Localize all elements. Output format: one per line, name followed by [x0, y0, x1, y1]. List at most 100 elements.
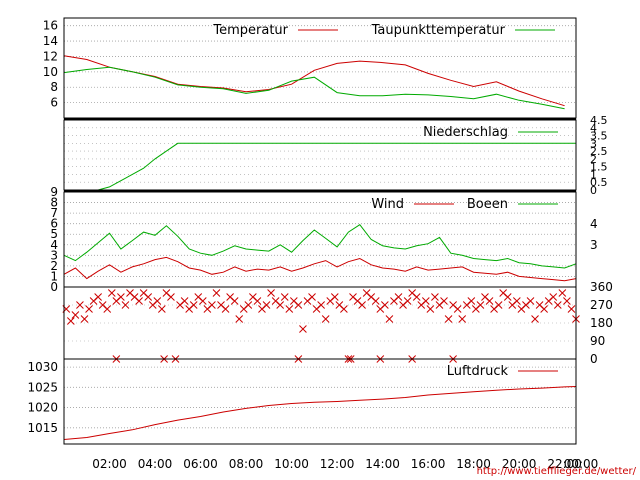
wind-direction-point	[421, 297, 430, 305]
wind-direction-point	[76, 301, 84, 309]
y-tick-label: 8	[50, 196, 58, 210]
wind-direction-point	[107, 289, 116, 297]
x-tick-label: 10:00	[274, 457, 309, 471]
y-tick-label: 1030	[27, 360, 58, 374]
y-tick-label: 0	[50, 280, 58, 294]
wind-direction-point	[340, 305, 348, 313]
wind-direction-point	[563, 297, 571, 305]
y-tick-label: 6	[50, 96, 58, 110]
wind-direction-point	[180, 297, 189, 305]
x-tick-label: 04:00	[138, 457, 173, 471]
wind-direction-point	[208, 301, 216, 309]
wind-direction-point	[494, 301, 503, 309]
wind-direction-point	[230, 297, 239, 305]
wind-direction-point	[549, 293, 558, 301]
panel-frames	[63, 17, 577, 445]
wind-direction-point	[71, 311, 80, 319]
wind-direction-point	[531, 315, 539, 323]
wind-direction-point	[85, 305, 93, 313]
y-tick-label-right: 2.5	[590, 145, 608, 158]
x-tick-label: 06:00	[183, 457, 218, 471]
wind-direction-point	[135, 297, 143, 305]
y-tick-label-right: 4	[590, 217, 598, 231]
temperatur-line	[63, 55, 565, 107]
y-tick-label: 3	[50, 248, 58, 262]
series-lines	[62, 55, 580, 440]
wind-direction-point	[330, 293, 339, 301]
legend-label: Wind	[371, 197, 404, 212]
y-tick-label-right: 0	[590, 352, 598, 366]
y-tick-label: 1025	[27, 380, 58, 394]
legend-label: Niederschlag	[423, 125, 508, 140]
wind-direction-point	[526, 297, 535, 305]
y-tick-label-right: 1.5	[590, 161, 608, 174]
luftdruck-line	[63, 386, 577, 440]
y-tick-label-right: 0.5	[590, 176, 608, 189]
x-tick-label: 14:00	[365, 457, 400, 471]
y-tick-label-right: 3	[590, 137, 597, 150]
wind-direction-point	[371, 297, 380, 305]
wind-direction-point	[198, 297, 207, 305]
wind-direction-point	[285, 305, 294, 313]
y-tick-label: 1020	[27, 401, 58, 415]
wind-direction-point	[553, 301, 562, 309]
wind-direction-point	[262, 301, 271, 309]
y-tick-label-right: 3.5	[590, 130, 608, 143]
y-tick-label: 9	[50, 185, 58, 199]
wind-direction-point	[103, 305, 112, 313]
y-tick-label-right: 1	[590, 168, 597, 181]
wind-direction-point	[157, 305, 166, 313]
wind-direction-point	[253, 297, 262, 305]
x-tick-label: 00:00	[564, 457, 599, 471]
y-tick-label: 12	[43, 49, 58, 63]
wind-direction-point	[80, 315, 89, 323]
x-tick-label: 20:00	[502, 457, 537, 471]
wind-direction-point	[440, 297, 448, 305]
wind-direction-point	[153, 297, 162, 305]
wind-direction-point	[276, 301, 285, 309]
panel-frame	[63, 358, 577, 445]
y-tick-label: 1	[50, 269, 58, 283]
credit-url: http://www.tiefflieger.de/wetter/	[477, 466, 637, 477]
wind-direction-point	[66, 317, 75, 325]
y-tick-label: 2	[50, 259, 58, 273]
y-tick-label: 6	[50, 217, 58, 231]
wind-direction-point	[403, 297, 412, 305]
taupunkttemperatur-line	[63, 66, 565, 110]
y-tick-label: 1015	[27, 421, 58, 435]
wind-direction-point	[512, 297, 521, 305]
y-tick-label: 14	[43, 34, 58, 48]
wind-direction-point	[308, 293, 316, 301]
wind-direction-point	[385, 315, 394, 323]
legend-label: Luftdruck	[447, 364, 509, 379]
wind-direction-point	[412, 293, 421, 301]
x-tick-label: 02:00	[92, 457, 127, 471]
y-tick-label: 16	[43, 19, 58, 33]
wind-direction-point	[117, 293, 125, 301]
wind-direction-point	[476, 301, 485, 309]
y-tick-label-right: 270	[590, 298, 613, 312]
legends: Temperatur Taupunkttemperatur Niederschlag…	[212, 23, 558, 379]
y-tick-label-right: 0	[590, 184, 597, 197]
wind-direction-point	[121, 301, 130, 309]
wind-direction-point	[567, 305, 576, 313]
wind-direction-point	[431, 293, 439, 301]
wind-line	[63, 256, 577, 282]
wind-direction-point	[453, 305, 462, 313]
wind-direction-point	[503, 293, 512, 301]
y-tick-label: 5	[50, 227, 58, 241]
wind-direction-point	[212, 289, 221, 297]
y-tick-label-right: 2	[590, 153, 597, 166]
wind-direction-point	[321, 315, 330, 323]
wind-direction-point	[358, 301, 366, 309]
y-tick-label: 4	[50, 238, 58, 252]
wind-direction-point	[380, 301, 389, 309]
x-tick-label: 18:00	[456, 457, 491, 471]
y-tick-label-right: 4.5	[590, 114, 608, 127]
wind-direction-point	[189, 301, 198, 309]
y-tick-label: 10	[43, 65, 58, 79]
wind-direction-point	[280, 293, 289, 301]
wind-direction-point	[317, 301, 325, 309]
niederschlag-line	[64, 142, 576, 191]
wind-direction-point	[426, 305, 435, 313]
